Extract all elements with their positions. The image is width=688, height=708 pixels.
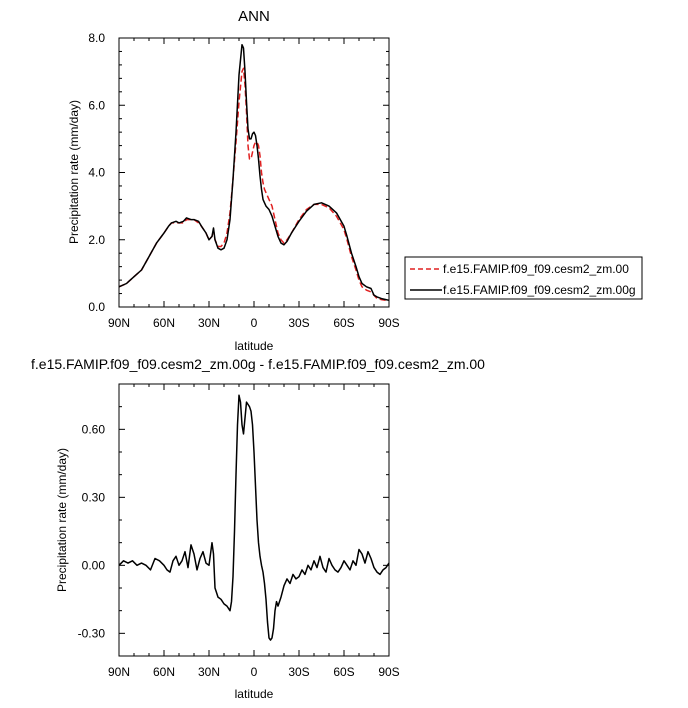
legend-label-series-1: f.e15.FAMIP.f09_f09.cesm2_zm.00 [443, 262, 629, 276]
bottom-x-tick-label: 30S [288, 665, 309, 679]
bottom-series-line-1 [118, 394, 390, 641]
top-panel: ANN 90N 60N 30N 0 30S 60S 90S 0.0 2.0 4.0 6.0 8.0 l… [67, 8, 643, 353]
top-x-axis-label: latitude [235, 339, 274, 353]
top-series-group [118, 43, 390, 302]
bottom-y-tick-label: 0.30 [82, 490, 106, 504]
bottom-panel: f.e15.FAMIP.f09_f09.cesm2_zm.00g - f.e15… [31, 356, 485, 701]
top-x-tick-label: 30S [288, 316, 309, 330]
bottom-title: f.e15.FAMIP.f09_f09.cesm2_zm.00g - f.e15… [31, 356, 485, 372]
top-x-tick-label: 90N [108, 316, 130, 330]
bottom-plot-frame [118, 383, 390, 657]
top-y-tick-label: 8.0 [88, 31, 105, 45]
bottom-x-tick-label: 60N [153, 665, 175, 679]
bottom-y-tick-label: -0.30 [78, 626, 106, 640]
top-plot-frame [118, 37, 390, 308]
bottom-x-axis-label: latitude [235, 687, 274, 701]
top-x-tick-label: 60N [153, 316, 175, 330]
bottom-y-tick-label: 0.60 [82, 422, 106, 436]
top-y-tick-label: 6.0 [88, 98, 105, 112]
top-ticks-group: 90N 60N 30N 0 30S 60S 90S 0.0 2.0 4.0 6.0 8.0 [88, 31, 399, 330]
top-x-tick-label: 30N [198, 316, 220, 330]
bottom-y-tick-label: 0.00 [82, 558, 106, 572]
top-x-tick-label: 90S [378, 316, 399, 330]
top-x-tick-label: 0 [251, 316, 258, 330]
bottom-y-axis-label: Precipitation rate (mm/day) [55, 448, 69, 592]
top-title: ANN [238, 8, 270, 25]
top-y-axis-label: Precipitation rate (mm/day) [67, 100, 81, 244]
bottom-series-group [118, 394, 390, 641]
legend-label-series-2: f.e15.FAMIP.f09_f09.cesm2_zm.00g [443, 283, 636, 297]
bottom-x-tick-label: 90N [108, 665, 130, 679]
top-y-tick-label: 0.0 [88, 300, 105, 314]
legend: f.e15.FAMIP.f09_f09.cesm2_zm.00 f.e15.FA… [404, 256, 643, 300]
bottom-ticks-group: 90N 60N 30N 0 30S 60S 90S -0.30 0.00 0.30 0.60 [78, 383, 400, 679]
top-y-tick-label: 4.0 [88, 166, 105, 180]
bottom-x-tick-label: 30N [198, 665, 220, 679]
legend-box [404, 256, 643, 300]
top-series-line-2 [118, 43, 390, 302]
bottom-x-tick-label: 90S [378, 665, 399, 679]
top-series-line-1 [118, 67, 389, 302]
bottom-x-tick-label: 0 [251, 665, 258, 679]
bottom-x-tick-label: 60S [333, 665, 354, 679]
top-x-tick-label: 60S [333, 316, 354, 330]
top-y-tick-label: 2.0 [88, 233, 105, 247]
